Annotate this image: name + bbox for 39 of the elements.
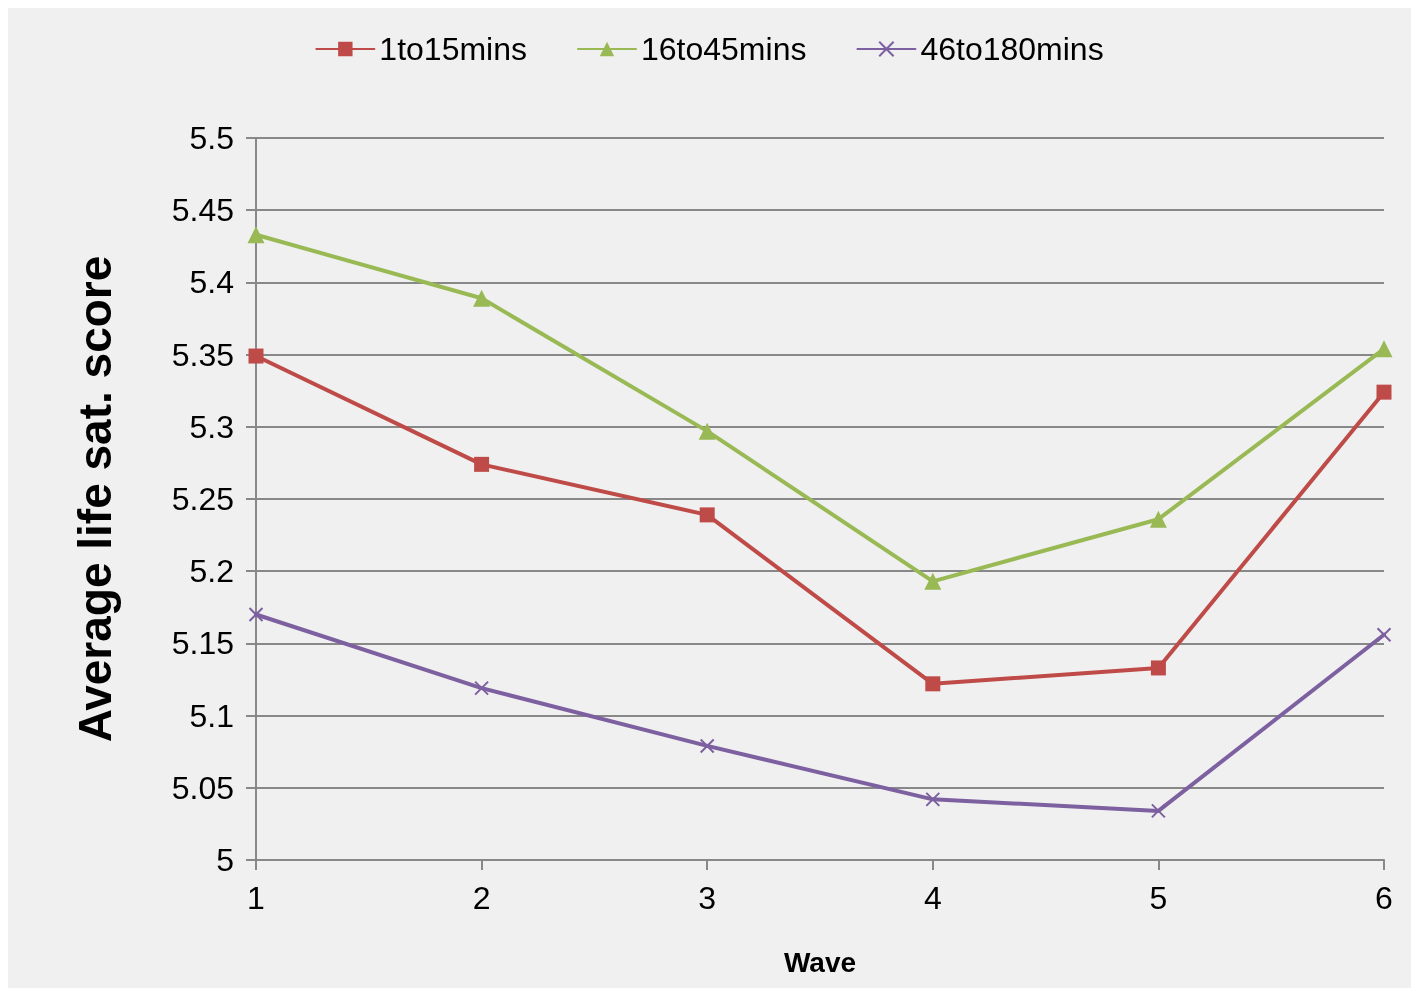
y-tick-label: 5.45 xyxy=(171,192,234,229)
point xyxy=(1376,384,1392,400)
x-tick-label: 3 xyxy=(698,880,717,916)
point xyxy=(699,738,715,754)
point xyxy=(925,676,941,692)
y-tick-label: 5.1 xyxy=(189,697,234,734)
x-tick-label: 6 xyxy=(1375,880,1393,916)
y-tick-label: 5.5 xyxy=(189,120,234,156)
point xyxy=(474,456,490,472)
y-axis-title: Average life sat. score xyxy=(69,255,121,743)
y-tick-label: 5.4 xyxy=(189,264,234,301)
point xyxy=(247,226,265,244)
y-tick-label: 5.25 xyxy=(171,481,234,517)
x-axis-title: Wave xyxy=(783,946,857,978)
point xyxy=(248,607,264,623)
point xyxy=(473,289,491,307)
x-tick-label: 4 xyxy=(923,880,942,916)
x-tick-label: 1 xyxy=(247,880,265,916)
point xyxy=(1150,660,1166,676)
legend-label: 46to180mins xyxy=(920,31,1104,67)
point xyxy=(1376,627,1392,643)
y-tick-label: 5.35 xyxy=(171,336,234,373)
point xyxy=(925,791,941,807)
y-tick-label: 5.05 xyxy=(171,769,234,806)
point xyxy=(698,422,716,440)
legend-label: 16to45mins xyxy=(640,31,807,67)
point xyxy=(699,507,715,523)
x-tick-label: 5 xyxy=(1149,880,1168,916)
point xyxy=(1150,803,1166,819)
y-tick-label: 5.3 xyxy=(189,408,234,445)
legend-label: 1to15mins xyxy=(379,31,527,67)
x-tick-label: 2 xyxy=(472,880,491,916)
point xyxy=(474,680,490,696)
y-tick-label: 5.2 xyxy=(189,553,234,590)
point xyxy=(924,572,942,590)
point xyxy=(1149,510,1167,528)
point xyxy=(1375,340,1393,358)
y-tick-label: 5.15 xyxy=(171,625,234,662)
y-tick-label: 5 xyxy=(216,842,234,878)
